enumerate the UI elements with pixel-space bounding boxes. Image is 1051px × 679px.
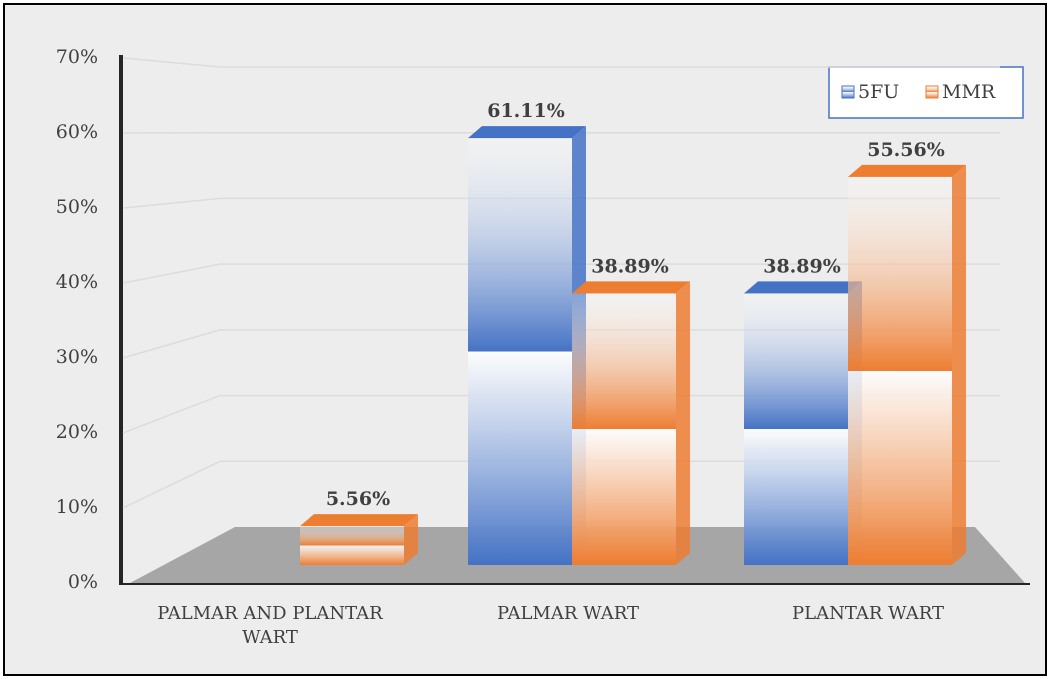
bar-top (744, 281, 862, 294)
data-label: 38.89% (763, 255, 841, 277)
data-label: 5.56% (326, 488, 390, 510)
grid-line (122, 197, 221, 209)
y-tick-label: 70% (56, 46, 98, 68)
x-tick-label: PLANTAR WART (792, 603, 944, 624)
y-tick-label: 40% (56, 271, 98, 293)
grid-line (122, 263, 221, 284)
grid-line (122, 57, 221, 68)
bar-side (952, 164, 966, 565)
data-label: 55.56% (867, 139, 945, 161)
y-tick-label: 20% (56, 421, 98, 443)
bar-top (848, 164, 966, 177)
bar-side (404, 514, 418, 565)
bar (300, 526, 404, 565)
y-tick-label: 30% (56, 346, 98, 368)
bar (744, 293, 848, 565)
bar (848, 176, 952, 565)
bar-side (676, 281, 690, 565)
grid-line (122, 394, 221, 434)
y-tick-label: 50% (56, 196, 98, 218)
legend-label: MMR (942, 81, 996, 103)
y-tick-label: 10% (56, 496, 98, 518)
grid-line (122, 460, 221, 509)
y-tick-label: 60% (56, 121, 98, 143)
bar (468, 138, 572, 565)
legend-swatch (925, 85, 939, 99)
bar-top (300, 514, 418, 527)
x-tick-label: PALMAR AND PLANTAR WART (157, 603, 383, 648)
bar-top (468, 126, 586, 139)
x-tick-label: PALMAR WART (497, 603, 639, 624)
legend-swatch (841, 85, 855, 99)
bar-top (572, 281, 690, 294)
y-tick-label: 0% (68, 571, 98, 593)
bar (572, 293, 676, 565)
legend-label: 5FU (858, 81, 899, 103)
data-label: 61.11% (487, 100, 565, 122)
data-label: 38.89% (591, 255, 669, 277)
grid-line (122, 329, 221, 359)
